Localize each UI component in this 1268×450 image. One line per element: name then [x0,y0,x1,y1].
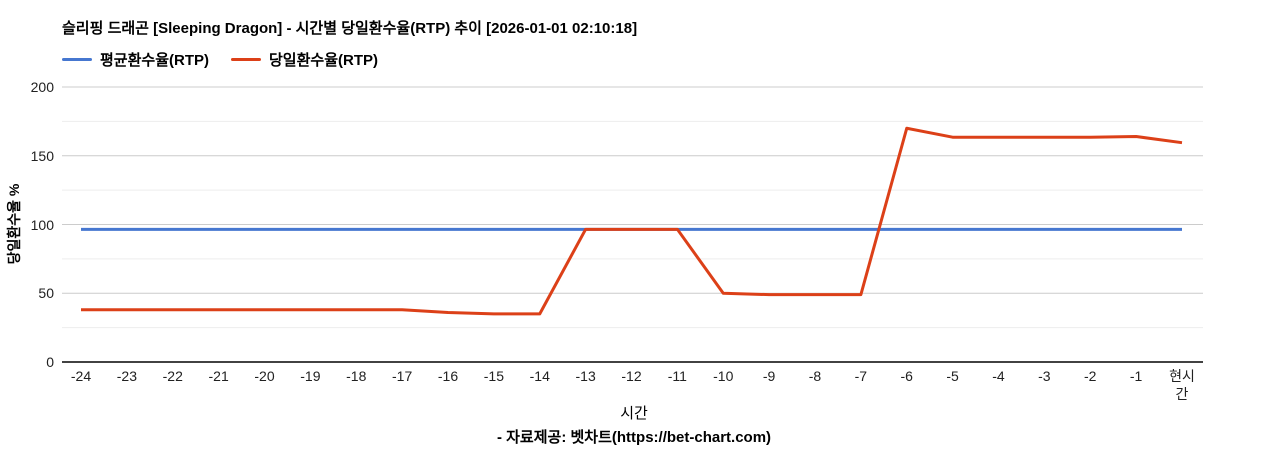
x-tick-label: -6 [900,368,913,384]
x-tick-label: -17 [392,368,413,384]
legend-item-average-rtp: 평균환수율(RTP) [62,49,209,70]
x-tick-label: -7 [854,368,868,384]
daily-rtp-series-line [81,126,1183,316]
x-tick-label: -23 [116,368,137,384]
x-tick-label: -20 [254,368,275,384]
average-rtp-line-swatch-icon [62,58,92,61]
chart-legend: 평균환수율(RTP) 당일환수율(RTP) [62,49,378,70]
x-tick-label: -22 [162,368,183,384]
x-tick-label: -13 [575,368,596,384]
y-axis-title: 당일환수율 % [6,183,22,265]
x-tick-label: -5 [946,368,959,384]
x-tick-label: -9 [762,368,776,384]
x-tick-label: 현시간 [1169,368,1195,402]
x-tick-label: -10 [713,368,734,384]
x-tick-label: -11 [667,368,687,384]
x-tick-label: -14 [529,368,550,384]
x-axis-title: 시간 [620,405,648,422]
x-tick-label: -8 [808,368,822,384]
y-tick-label: 50 [38,285,54,302]
x-tick-label: -3 [1038,368,1051,384]
x-tick-label: -12 [621,368,642,384]
x-tick-label: -1 [1129,368,1143,384]
x-tick-label: -4 [992,368,1005,384]
data-source-credit: - 자료제공: 벳차트(https://bet-chart.com) [496,429,772,446]
legend-item-daily-rtp: 당일환수율(RTP) [231,49,378,70]
y-tick-label: 0 [46,354,54,370]
x-tick-label: -2 [1084,368,1097,384]
x-tick-label: -15 [483,368,504,384]
legend-label-average-rtp: 평균환수율(RTP) [100,52,209,69]
daily-rtp-line-swatch-icon [231,58,261,61]
x-tick-label: -16 [437,368,459,384]
y-tick-label: 200 [30,79,54,95]
y-tick-label: 150 [30,147,54,164]
x-tick-label: -24 [70,368,92,384]
y-tick-label: 100 [30,216,54,233]
x-tick-label: -19 [300,368,321,384]
chart-title: 슬리핑 드래곤 [Sleeping Dragon] - 시간별 당일환수율(RT… [62,20,638,37]
legend-label-daily-rtp: 당일환수율(RTP) [269,52,378,69]
x-tick-label: -18 [346,368,367,384]
x-tick-label: -21 [208,368,229,384]
